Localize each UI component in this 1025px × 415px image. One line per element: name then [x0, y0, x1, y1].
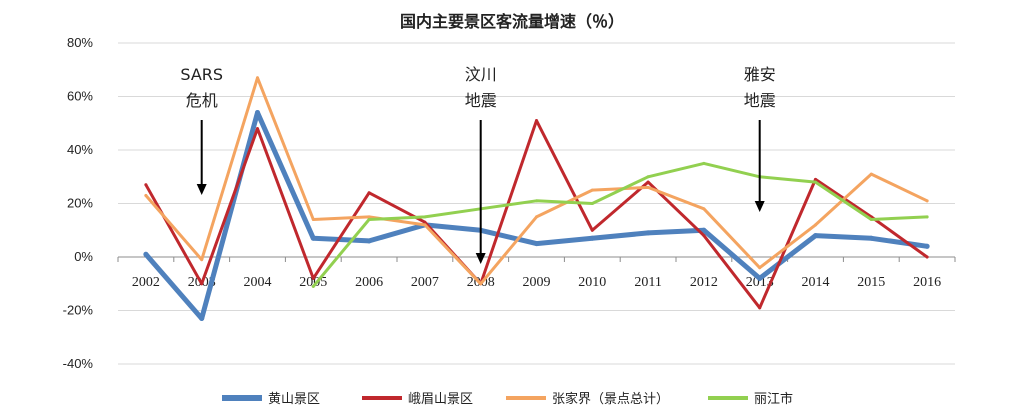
annotation-label: 雅安 [744, 65, 776, 84]
y-axis: -40% -20% 0% 20% 40% 60% 80% [63, 35, 94, 371]
y-tick-label: 40% [67, 142, 93, 157]
data-point [256, 127, 259, 131]
y-tick-label: -40% [63, 356, 94, 371]
data-point [701, 227, 707, 233]
x-axis: 2002200320042005200620072008200920102011… [117, 256, 956, 290]
data-point [310, 235, 316, 241]
data-point [479, 282, 483, 286]
data-point [589, 235, 595, 241]
y-tick-label: 60% [67, 89, 93, 104]
data-point [367, 191, 371, 195]
data-point [814, 223, 817, 227]
annotation-label: 地震 [465, 91, 497, 110]
data-point [423, 215, 427, 219]
x-tick-label: 2015 [857, 275, 885, 290]
data-point [367, 218, 371, 222]
data-point [646, 175, 650, 179]
series-group [143, 76, 930, 322]
annotation-label: 危机 [186, 91, 218, 110]
data-point [423, 223, 427, 227]
x-tick-label: 2007 [411, 275, 439, 290]
x-tick-label: 2011 [634, 275, 661, 290]
data-point [814, 180, 817, 184]
annotation-label: 汶川 [465, 65, 497, 84]
annotation-arrowhead [754, 201, 765, 212]
data-point [367, 215, 371, 219]
data-point [646, 185, 650, 189]
data-point [255, 110, 260, 116]
y-tick-label: -20% [63, 303, 94, 318]
data-point [814, 177, 817, 181]
chart-title: 国内主要景区客流量增速（％） [400, 12, 624, 31]
data-point [590, 228, 594, 232]
annotation-label: SARS [180, 65, 223, 84]
x-tick-label: 2009 [523, 275, 551, 290]
data-point [757, 275, 763, 281]
legend-label: 峨眉山景区 [408, 392, 473, 407]
y-tick-label: 20% [67, 196, 93, 211]
data-point [311, 276, 315, 280]
data-point [535, 119, 538, 123]
data-point [758, 266, 762, 270]
data-point [311, 218, 315, 222]
data-point [702, 207, 706, 211]
x-tick-label: 2004 [244, 275, 272, 290]
data-point [590, 202, 594, 205]
data-point [925, 199, 929, 203]
x-tick-label: 2016 [913, 275, 941, 290]
data-point [534, 241, 539, 247]
annotation-label: 地震 [744, 91, 776, 110]
legend-label: 张家界（景点总计） [552, 391, 669, 407]
x-tick-label: 2002 [132, 275, 160, 290]
data-point [702, 161, 706, 165]
data-point [366, 238, 372, 244]
legend-label: 丽江市 [754, 391, 793, 407]
data-point [869, 218, 873, 222]
data-point [646, 180, 650, 184]
data-point [813, 233, 818, 239]
data-point [758, 306, 762, 310]
annotation-arrowhead [475, 253, 486, 264]
data-point [200, 282, 204, 286]
data-point [868, 235, 874, 241]
data-point [535, 215, 538, 219]
data-point [925, 255, 929, 259]
data-point [200, 258, 204, 262]
data-point [199, 316, 205, 322]
data-point [311, 284, 315, 288]
data-point [702, 234, 706, 238]
data-point [645, 230, 651, 236]
data-point [144, 183, 148, 187]
annotation-arrowhead [196, 184, 207, 195]
data-point [143, 251, 149, 257]
data-point [869, 172, 873, 176]
x-tick-label: 2012 [690, 275, 718, 290]
data-point [535, 199, 538, 203]
x-tick-label: 2014 [802, 275, 830, 290]
data-point [144, 193, 148, 197]
y-tick-label: 0% [74, 249, 93, 264]
data-point [924, 243, 930, 249]
data-point [256, 76, 259, 80]
series-line [311, 161, 929, 288]
x-tick-label: 2013 [746, 275, 774, 290]
legend-label: 黄山景区 [268, 392, 320, 407]
grid [118, 42, 955, 365]
data-point [423, 220, 427, 224]
data-point [925, 215, 929, 219]
legend: 黄山景区 峨眉山景区 张家界（景点总计） 丽江市 [222, 391, 793, 407]
data-point [590, 188, 594, 192]
y-tick-label: 80% [67, 35, 93, 50]
x-tick-label: 2010 [578, 275, 606, 290]
x-tick-label: 2006 [355, 275, 383, 290]
